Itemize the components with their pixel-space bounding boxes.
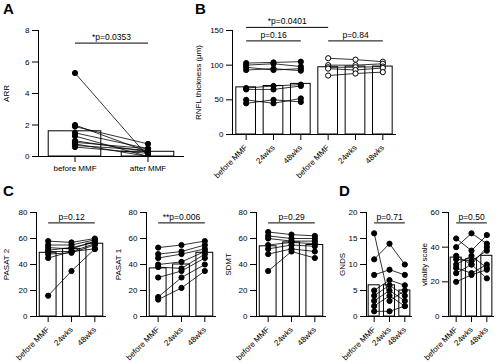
svg-text:48wks: 48wks xyxy=(468,325,490,347)
svg-text:20: 20 xyxy=(129,286,138,295)
svg-text:0: 0 xyxy=(23,312,28,321)
svg-text:10: 10 xyxy=(349,260,358,269)
svg-text:60: 60 xyxy=(431,208,440,217)
svg-text:PASAT 1: PASAT 1 xyxy=(114,248,123,280)
svg-text:before MMF: before MMF xyxy=(213,143,250,180)
svg-text:48wks: 48wks xyxy=(364,143,386,165)
svg-text:150: 150 xyxy=(210,26,224,35)
svg-text:48wks: 48wks xyxy=(282,143,304,165)
svg-text:20: 20 xyxy=(239,286,248,295)
svg-text:before MMF: before MMF xyxy=(295,143,332,180)
svg-text:**p=0.006: **p=0.006 xyxy=(163,212,201,222)
svg-text:before MMF: before MMF xyxy=(53,164,96,173)
svg-text:GNDS: GNDS xyxy=(338,253,347,276)
svg-text:6: 6 xyxy=(25,58,30,67)
svg-text:p=0.71: p=0.71 xyxy=(376,212,403,222)
svg-text:20: 20 xyxy=(349,208,358,217)
svg-text:p=0.12: p=0.12 xyxy=(58,212,85,222)
svg-text:4: 4 xyxy=(25,89,30,98)
svg-text:24wks: 24wks xyxy=(162,325,184,347)
svg-text:before MMF: before MMF xyxy=(15,325,52,362)
svg-text:24wks: 24wks xyxy=(452,325,475,348)
svg-text:80: 80 xyxy=(239,208,248,217)
svg-text:50: 50 xyxy=(215,95,224,104)
svg-text:40: 40 xyxy=(129,260,138,269)
svg-text:0: 0 xyxy=(219,130,224,139)
svg-text:48wks: 48wks xyxy=(296,325,318,347)
svg-text:20: 20 xyxy=(19,286,28,295)
svg-text:5: 5 xyxy=(353,286,358,295)
svg-text:24wks: 24wks xyxy=(52,325,74,347)
svg-text:48wks: 48wks xyxy=(76,325,98,347)
html-text:A: A xyxy=(3,0,14,17)
svg-text:40: 40 xyxy=(19,260,28,269)
svg-text:80: 80 xyxy=(19,208,28,217)
html-text:C: C xyxy=(3,182,14,199)
svg-text:*p=0.0353: *p=0.0353 xyxy=(92,32,131,42)
svg-text:p=0.16: p=0.16 xyxy=(260,30,287,40)
svg-text:48wks: 48wks xyxy=(186,325,208,347)
svg-text:after MMF: after MMF xyxy=(130,164,167,173)
svg-text:before MMF: before MMF xyxy=(235,325,272,362)
svg-text:8: 8 xyxy=(25,26,30,35)
svg-text:60: 60 xyxy=(19,234,28,243)
svg-text:p=0.84: p=0.84 xyxy=(342,30,369,40)
svg-text:24wks: 24wks xyxy=(336,143,358,165)
svg-text:24wks: 24wks xyxy=(272,325,294,347)
svg-text:*p=0.0401: *p=0.0401 xyxy=(268,16,307,26)
svg-text:60: 60 xyxy=(129,234,138,243)
svg-text:48wks: 48wks xyxy=(386,325,408,347)
svg-text:0: 0 xyxy=(353,312,358,321)
svg-text:vitality scale: vitality scale xyxy=(420,242,429,286)
svg-text:24wks: 24wks xyxy=(254,143,276,165)
svg-text:60: 60 xyxy=(239,234,248,243)
svg-text:SDMT: SDMT xyxy=(224,253,233,276)
svg-text:ARR: ARR xyxy=(2,85,11,102)
svg-text:p=0.50: p=0.50 xyxy=(458,212,485,222)
svg-text:PASAT 2: PASAT 2 xyxy=(2,248,11,280)
svg-text:100: 100 xyxy=(210,61,224,70)
svg-text:RNFL thickness (μm): RNFL thickness (μm) xyxy=(194,45,203,120)
svg-text:0: 0 xyxy=(25,152,30,161)
svg-text:before MMF: before MMF xyxy=(125,325,162,362)
svg-text:40: 40 xyxy=(431,243,440,252)
svg-text:24wks: 24wks xyxy=(370,325,393,348)
html-text:D: D xyxy=(339,182,350,199)
svg-text:0: 0 xyxy=(133,312,138,321)
svg-text:15: 15 xyxy=(349,234,358,243)
svg-text:20: 20 xyxy=(431,277,440,286)
html-text:B: B xyxy=(195,0,206,17)
svg-text:80: 80 xyxy=(129,208,138,217)
svg-text:2: 2 xyxy=(25,121,30,130)
svg-text:40: 40 xyxy=(239,260,248,269)
svg-text:0: 0 xyxy=(243,312,248,321)
svg-text:p=0.29: p=0.29 xyxy=(278,212,305,222)
svg-text:0: 0 xyxy=(435,312,440,321)
